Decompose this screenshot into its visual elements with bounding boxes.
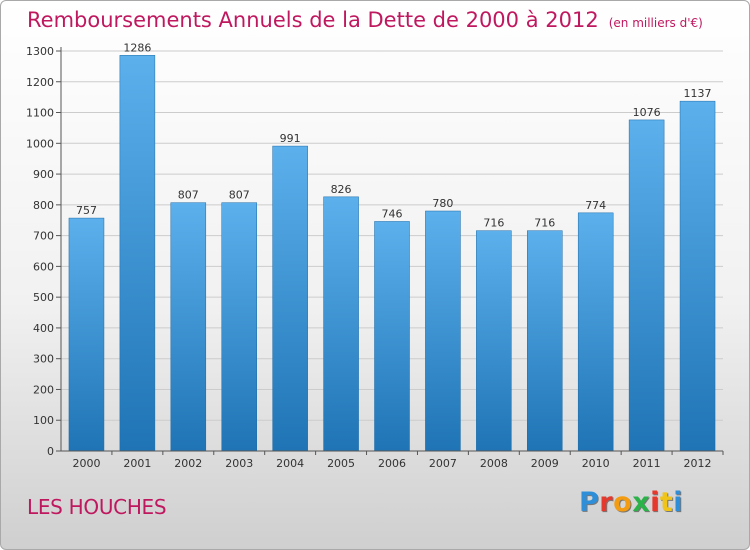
data-label-2000: 757	[76, 204, 97, 217]
data-label-2001: 1286	[123, 41, 151, 54]
bar-2001[interactable]	[119, 55, 156, 452]
chart-title-text: Remboursements Annuels de la Dette de 20…	[27, 8, 599, 32]
data-labels: 757 1286 807 807 991 826 746 780 716 716 774 1076 11…	[76, 41, 712, 229]
bar-2007[interactable]	[425, 210, 461, 452]
y-tick-label: 400	[33, 322, 54, 335]
data-label-2011: 1076	[633, 106, 661, 119]
data-label-2009: 716	[534, 217, 555, 230]
data-label-2004: 991	[280, 132, 301, 145]
x-tick-label: 2001	[123, 457, 151, 470]
bar-2002[interactable]	[170, 202, 207, 452]
x-tick-label: 2002	[174, 457, 202, 470]
y-tick-label: 600	[33, 260, 54, 273]
x-tick-label: 2009	[531, 457, 559, 470]
data-label-2002: 807	[178, 189, 199, 202]
x-tick-label: 2008	[480, 457, 508, 470]
y-tick-label: 200	[33, 383, 54, 396]
logo-letter: i	[673, 487, 684, 518]
bar-2006[interactable]	[374, 221, 410, 452]
x-tick-label: 2007	[429, 457, 457, 470]
data-label-2010: 774	[585, 199, 606, 212]
y-tick-label: 500	[33, 291, 54, 304]
bar-2009[interactable]	[527, 230, 563, 452]
y-tick-label: 0	[47, 445, 54, 458]
axes: 0 100 200 300 400 500 600 700 800 900 1000 1100 1200…	[26, 45, 724, 470]
x-tick-label: 2006	[378, 457, 406, 470]
x-tick-label: 2004	[276, 457, 304, 470]
y-tick-label: 1000	[26, 137, 54, 150]
data-label-2007: 780	[432, 197, 453, 210]
logo-letter: r	[599, 487, 614, 518]
bar-2012[interactable]	[679, 100, 716, 452]
unit-note: (en milliers d'€)	[608, 16, 703, 30]
y-tick-label: 700	[33, 230, 54, 243]
bar-2000[interactable]	[68, 217, 105, 452]
logo-letter: P	[579, 487, 600, 518]
commune-name: LES HOUCHES	[27, 495, 167, 519]
data-label-2006: 746	[382, 207, 403, 220]
data-label-2008: 716	[483, 217, 504, 230]
y-tick-label: 800	[33, 199, 54, 212]
logo-letter: t	[659, 487, 674, 518]
x-tick-label: 2011	[633, 457, 661, 470]
y-tick-label: 300	[33, 353, 54, 366]
bar-2003[interactable]	[221, 202, 257, 452]
logo-letter: i	[650, 487, 660, 518]
x-tick-label: 2012	[684, 457, 712, 470]
bar-2010[interactable]	[577, 212, 614, 452]
y-tick-label: 1300	[26, 45, 54, 58]
logo-letter: o	[613, 487, 633, 518]
x-tick-label: 2010	[582, 457, 610, 470]
chart-title: Remboursements Annuels de la Dette de 20…	[27, 8, 703, 32]
x-tick-label: 2000	[72, 457, 100, 470]
proxiti-logo[interactable]: Proxiti	[579, 487, 683, 518]
bar-2005[interactable]	[323, 196, 359, 452]
logo-letter: x	[632, 487, 651, 518]
bar-2011[interactable]	[628, 119, 665, 452]
y-tick-label: 900	[33, 168, 54, 181]
bar-2008[interactable]	[476, 230, 512, 452]
data-label-2003: 807	[229, 189, 250, 202]
data-label-2012: 1137	[684, 87, 712, 100]
x-tick-label: 2005	[327, 457, 355, 470]
data-label-2005: 826	[331, 183, 352, 196]
y-tick-label: 1200	[26, 76, 54, 89]
bar-2004[interactable]	[272, 145, 308, 452]
y-tick-label: 1100	[26, 107, 54, 120]
bars	[68, 55, 716, 452]
y-tick-label: 100	[33, 414, 54, 427]
x-tick-label: 2003	[225, 457, 253, 470]
